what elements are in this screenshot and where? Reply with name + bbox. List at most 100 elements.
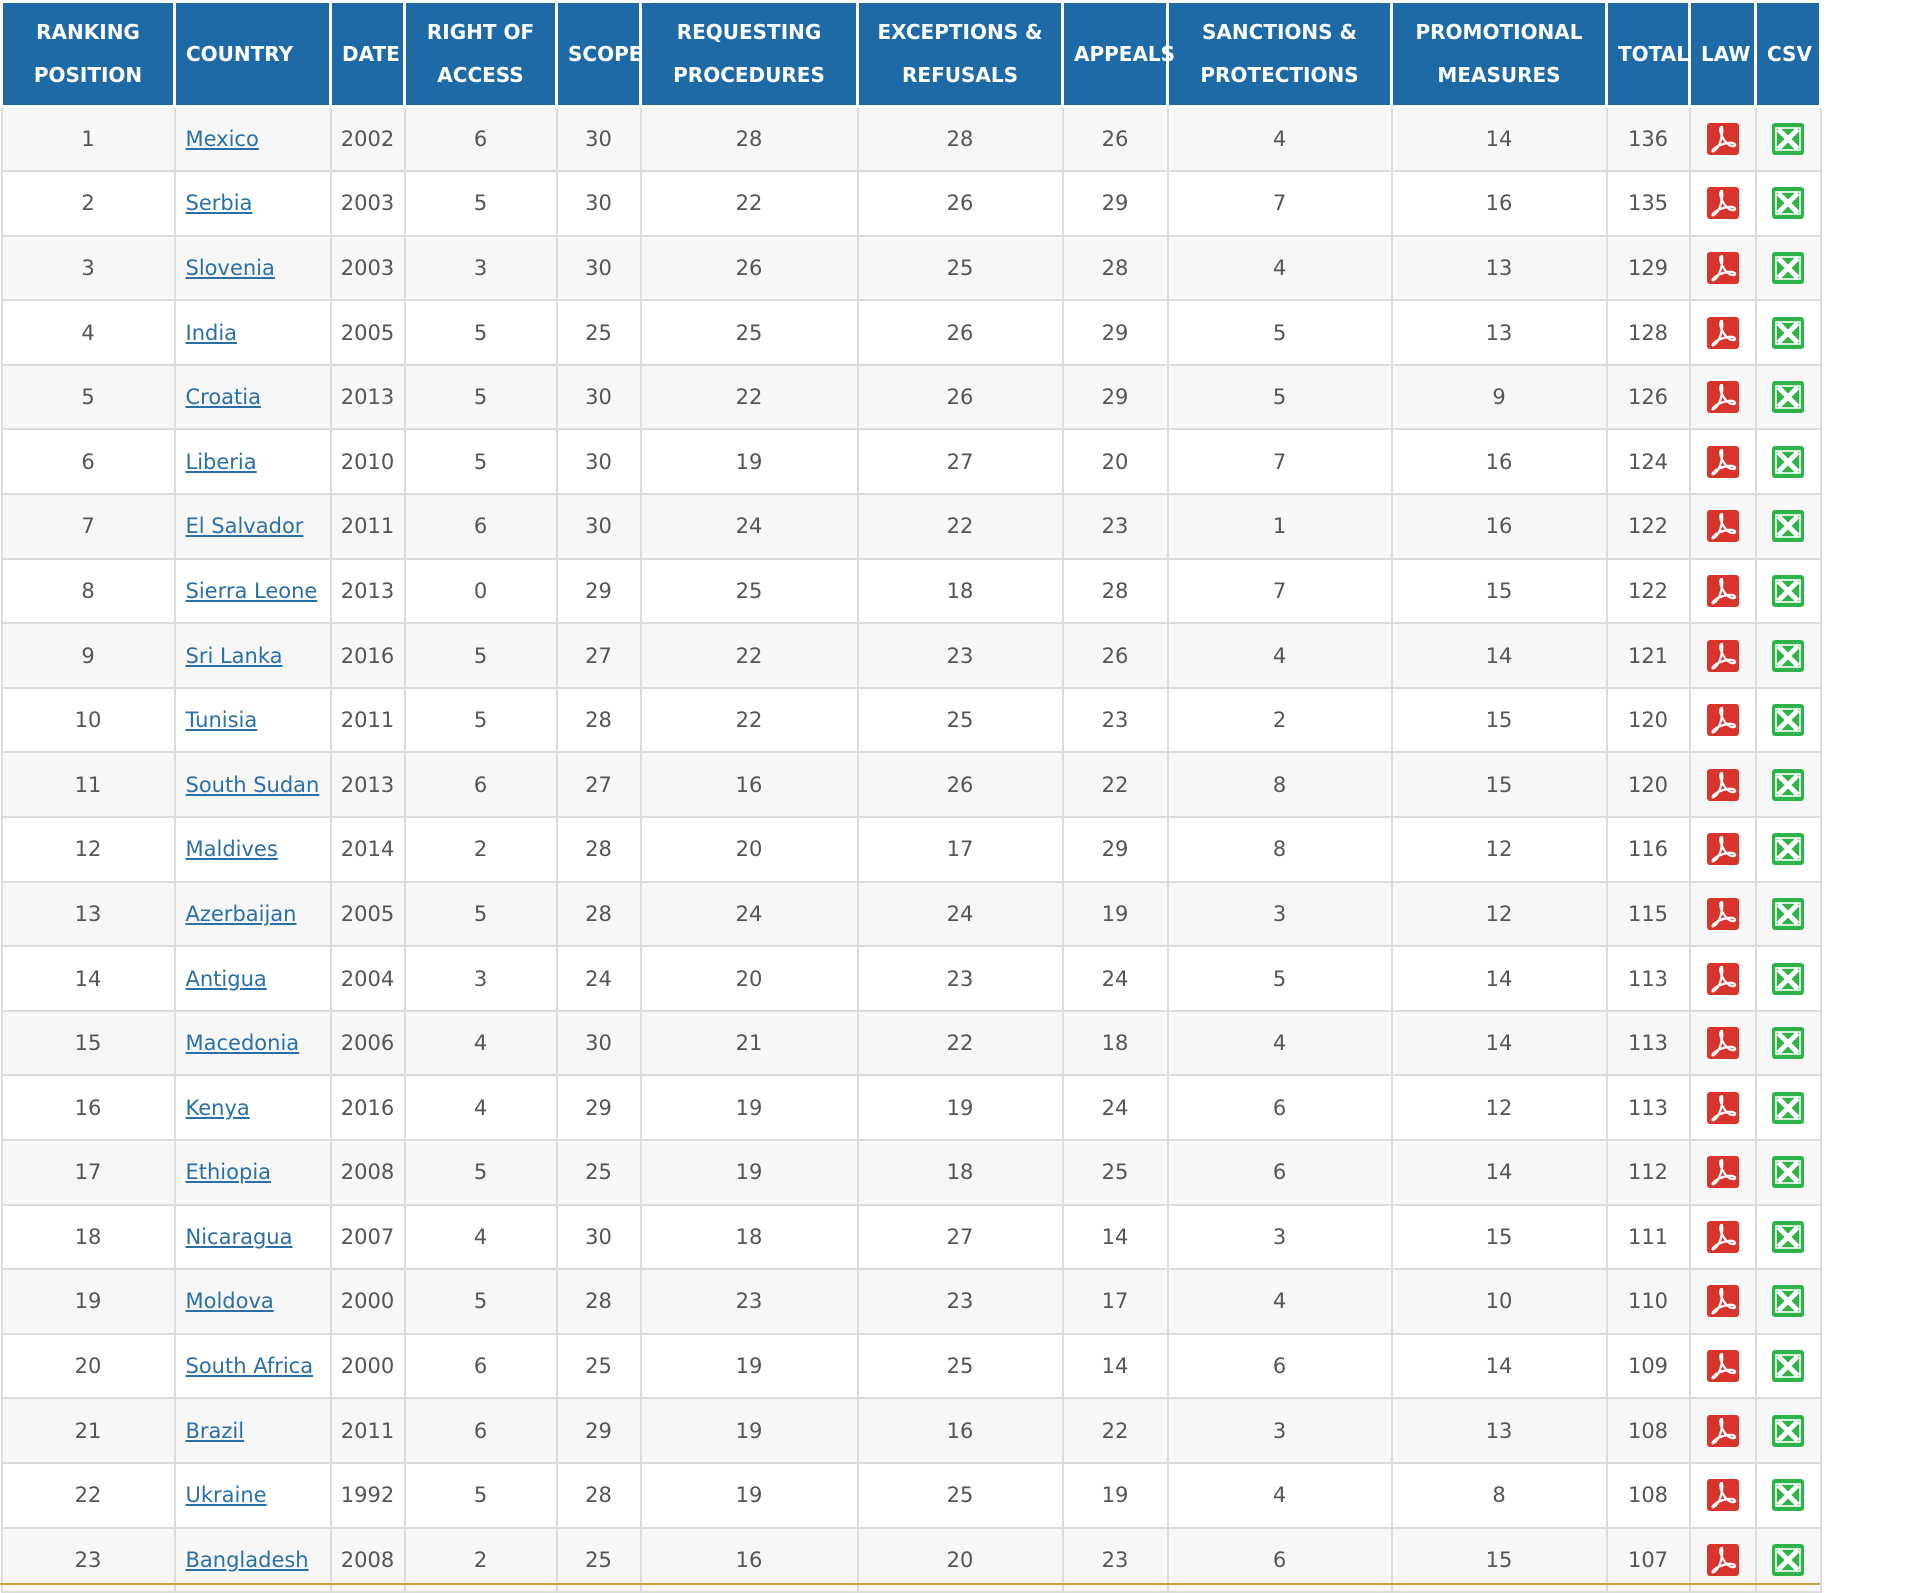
country-link[interactable]: Ethiopia <box>185 1160 272 1185</box>
pdf-icon[interactable] <box>1706 445 1740 479</box>
cell-law <box>1688 234 1757 302</box>
country-link[interactable]: Moldova <box>185 1289 274 1314</box>
pdf-icon[interactable] <box>1706 509 1740 543</box>
cell-date: 2013 <box>329 363 406 431</box>
country-link[interactable]: Croatia <box>185 385 262 410</box>
country-link[interactable]: Bangladesh <box>185 1547 309 1572</box>
country-link[interactable]: Maldives <box>185 837 278 862</box>
country-link[interactable]: Macedonia <box>185 1031 300 1056</box>
pdf-icon[interactable] <box>1706 1026 1740 1060</box>
excel-icon[interactable] <box>1771 509 1805 543</box>
excel-icon[interactable] <box>1771 316 1805 350</box>
pdf-icon[interactable] <box>1706 316 1740 350</box>
pdf-icon[interactable] <box>1706 1414 1740 1448</box>
excel-icon[interactable] <box>1771 1220 1805 1254</box>
cell-exceptions-refusals: 26 <box>856 170 1064 237</box>
excel-icon[interactable] <box>1771 703 1805 737</box>
excel-icon[interactable] <box>1771 1091 1805 1125</box>
cell-exceptions-refusals: 25 <box>856 234 1064 302</box>
excel-icon[interactable] <box>1771 1155 1805 1189</box>
cell-requesting-procedures: 20 <box>639 945 859 1012</box>
pdf-icon[interactable] <box>1706 1349 1740 1383</box>
pdf-icon[interactable] <box>1706 1284 1740 1318</box>
cell-total: 120 <box>1605 751 1691 819</box>
cell-requesting-procedures: 19 <box>639 1074 859 1141</box>
pdf-icon[interactable] <box>1706 1220 1740 1254</box>
country-link[interactable]: Kenya <box>185 1095 250 1120</box>
country-link[interactable]: Ukraine <box>185 1483 267 1508</box>
cell-scope: 28 <box>555 1268 642 1335</box>
country-link[interactable]: India <box>185 320 238 345</box>
country-link[interactable]: South Sudan <box>185 772 320 797</box>
country-link[interactable]: Serbia <box>185 191 253 216</box>
country-link[interactable]: Sri Lanka <box>185 643 283 668</box>
cell-sanctions-protections: 2 <box>1166 686 1393 754</box>
cell-total: 109 <box>1605 1332 1691 1400</box>
excel-icon[interactable] <box>1771 1349 1805 1383</box>
column-header-label: CSV <box>1767 41 1812 66</box>
cell-date: 2007 <box>329 1203 406 1271</box>
country-link[interactable]: Nicaragua <box>185 1224 293 1249</box>
cell-country: Sri Lanka <box>173 622 332 689</box>
excel-icon[interactable] <box>1771 1543 1805 1577</box>
pdf-icon[interactable] <box>1706 1155 1740 1189</box>
excel-icon[interactable] <box>1771 897 1805 931</box>
excel-icon[interactable] <box>1771 639 1805 673</box>
pdf-icon[interactable] <box>1706 380 1740 414</box>
country-link[interactable]: Sierra Leone <box>185 578 318 603</box>
excel-icon[interactable] <box>1771 768 1805 802</box>
country-link[interactable]: Antigua <box>185 966 267 991</box>
cell-date: 2000 <box>329 1268 406 1335</box>
excel-icon[interactable] <box>1771 1478 1805 1512</box>
cell-law <box>1688 686 1757 754</box>
column-header-date: DATE <box>329 0 406 108</box>
excel-icon[interactable] <box>1771 251 1805 285</box>
country-link[interactable]: Slovenia <box>185 255 275 280</box>
pdf-icon[interactable] <box>1706 1478 1740 1512</box>
cell-exceptions-refusals: 23 <box>856 945 1064 1012</box>
country-link[interactable]: El Salvador <box>185 514 304 539</box>
country-link[interactable]: Tunisia <box>185 708 258 733</box>
excel-icon[interactable] <box>1771 962 1805 996</box>
pdf-icon[interactable] <box>1706 832 1740 866</box>
excel-icon[interactable] <box>1771 574 1805 608</box>
cell-date: 2016 <box>329 622 406 689</box>
pdf-icon[interactable] <box>1706 186 1740 220</box>
pdf-icon[interactable] <box>1706 897 1740 931</box>
country-link[interactable]: Azerbaijan <box>185 901 297 926</box>
cell-requesting-procedures: 25 <box>639 557 859 625</box>
cell-promotional-measures: 16 <box>1390 170 1608 237</box>
excel-icon[interactable] <box>1771 122 1805 156</box>
country-link[interactable]: Mexico <box>185 127 259 152</box>
pdf-icon[interactable] <box>1706 122 1740 156</box>
excel-icon[interactable] <box>1771 1414 1805 1448</box>
pdf-icon[interactable] <box>1706 962 1740 996</box>
excel-icon[interactable] <box>1771 832 1805 866</box>
pdf-icon[interactable] <box>1706 1091 1740 1125</box>
cell-csv <box>1754 1526 1822 1593</box>
excel-icon[interactable] <box>1771 186 1805 220</box>
pdf-icon[interactable] <box>1706 639 1740 673</box>
cell-appeals: 14 <box>1061 1332 1169 1400</box>
excel-icon[interactable] <box>1771 445 1805 479</box>
cell-promotional-measures: 15 <box>1390 1526 1608 1593</box>
country-link[interactable]: Brazil <box>185 1418 245 1443</box>
cell-country: India <box>173 299 332 366</box>
excel-icon[interactable] <box>1771 1026 1805 1060</box>
pdf-icon[interactable] <box>1706 1543 1740 1577</box>
excel-icon[interactable] <box>1771 1284 1805 1318</box>
pdf-icon[interactable] <box>1706 574 1740 608</box>
country-link[interactable]: South Africa <box>185 1354 314 1379</box>
pdf-icon[interactable] <box>1706 768 1740 802</box>
column-header-label: POSITION <box>33 63 143 87</box>
cell-requesting-procedures: 18 <box>639 1203 859 1271</box>
pdf-icon[interactable] <box>1706 703 1740 737</box>
cell-promotional-measures: 12 <box>1390 880 1608 948</box>
cell-country: Brazil <box>173 1397 332 1464</box>
cell-scope: 29 <box>555 1074 642 1141</box>
country-link[interactable]: Liberia <box>185 449 257 474</box>
cell-appeals: 24 <box>1061 945 1169 1012</box>
excel-icon[interactable] <box>1771 380 1805 414</box>
pdf-icon[interactable] <box>1706 251 1740 285</box>
cell-promotional-measures: 14 <box>1390 105 1608 173</box>
